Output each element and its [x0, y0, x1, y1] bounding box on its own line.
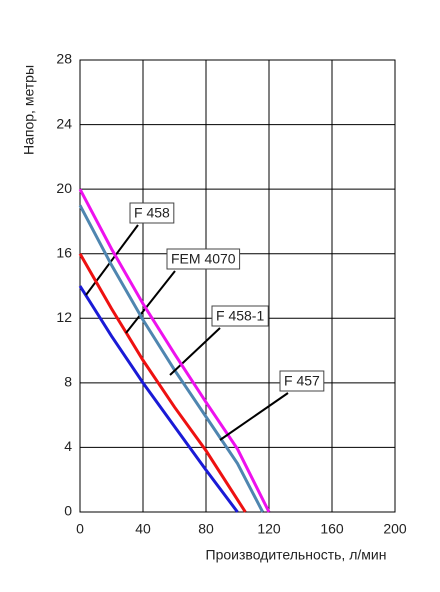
y-tick-label: 24 — [56, 115, 72, 131]
series-label: F 458-1 — [216, 308, 264, 324]
label-box — [211, 305, 269, 327]
y-tick-label: 20 — [56, 180, 72, 196]
label-box — [279, 370, 325, 392]
leader-line — [219, 392, 289, 441]
leader-line — [85, 224, 139, 296]
x-tick-label: 0 — [76, 521, 84, 537]
x-axis-label: Производительность, л/мин — [206, 547, 387, 563]
x-tick-label: 200 — [383, 521, 407, 537]
x-tick-label: 120 — [257, 521, 281, 537]
y-tick-label: 16 — [56, 244, 72, 260]
x-tick-label: 80 — [198, 521, 214, 537]
x-tick-label: 40 — [135, 521, 151, 537]
series-label: F 457 — [284, 373, 320, 389]
series-label: FEM 4070 — [171, 251, 236, 267]
plot-border — [79, 59, 396, 513]
y-tick-label: 0 — [64, 503, 72, 519]
leader-line — [169, 327, 221, 376]
y-tick-label: 12 — [56, 309, 72, 325]
leader-line — [125, 270, 176, 334]
label-box — [166, 248, 241, 270]
series-line — [78, 285, 239, 513]
series-label: F 458 — [134, 205, 170, 221]
y-tick-label: 4 — [64, 438, 72, 454]
series-line — [78, 188, 271, 513]
label-box — [129, 202, 175, 224]
y-axis-label: Напор, метры — [21, 65, 37, 155]
x-tick-label: 160 — [320, 521, 344, 537]
y-tick-label: 28 — [56, 51, 72, 67]
y-tick-label: 8 — [64, 374, 72, 390]
series-line — [78, 252, 247, 513]
